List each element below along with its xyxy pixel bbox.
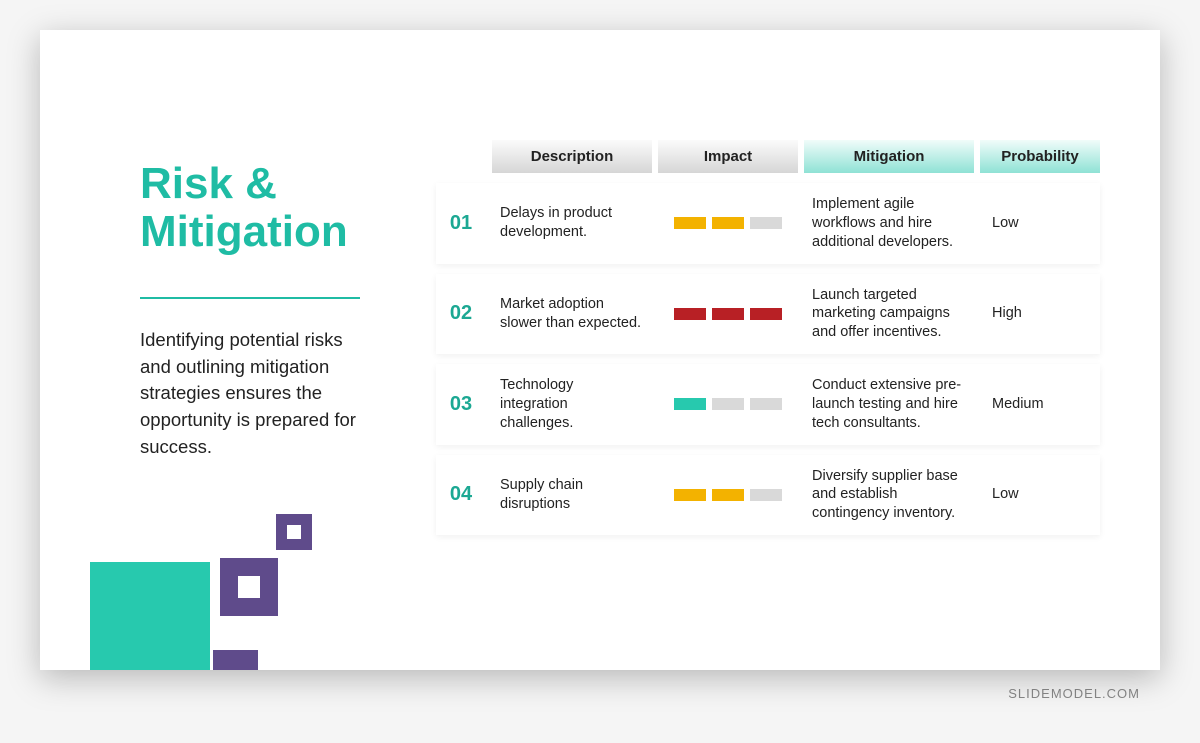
title-divider (140, 297, 360, 299)
watermark: SLIDEMODEL.COM (40, 670, 1160, 701)
slide-title: Risk & Mitigation (140, 160, 366, 257)
risk-table: Description Impact Mitigation Probabilit… (436, 140, 1100, 535)
impact-bar (750, 398, 782, 410)
row-number: 04 (436, 483, 486, 506)
table-row: 03 Technology integration challenges. Cond… (436, 364, 1100, 445)
right-panel: Description Impact Mitigation Probabilit… (396, 30, 1160, 670)
impact-bar (674, 217, 706, 229)
title-line-2: Mitigation (140, 207, 348, 256)
decor-square-bottom (213, 650, 258, 670)
impact-bar (750, 308, 782, 320)
header-impact: Impact (658, 140, 798, 173)
impact-bar (750, 217, 782, 229)
row-description: Market adoption slower than expected. (492, 295, 652, 333)
slide: Risk & Mitigation Identifying potential … (40, 30, 1160, 670)
impact-bar (674, 489, 706, 501)
table-row: 04 Supply chain disruptions Diversify supp… (436, 455, 1100, 536)
header-mitigation: Mitigation (804, 140, 974, 173)
impact-bar (674, 398, 706, 410)
impact-bar (750, 489, 782, 501)
header-description: Description (492, 140, 652, 173)
row-mitigation: Conduct extensive pre-launch testing and… (804, 376, 974, 433)
decor-square-large (90, 562, 210, 670)
impact-bar (674, 308, 706, 320)
decor-square-medium (220, 558, 278, 616)
row-impact (658, 398, 798, 410)
row-mitigation: Launch targeted marketing campaigns and … (804, 286, 974, 343)
row-probability: Low (980, 214, 1100, 233)
row-mitigation: Diversify supplier base and establish co… (804, 467, 974, 524)
decor-square-small (276, 514, 312, 550)
impact-bar (712, 308, 744, 320)
table-header-row: Description Impact Mitigation Probabilit… (436, 140, 1100, 173)
row-impact (658, 217, 798, 229)
left-panel: Risk & Mitigation Identifying potential … (40, 30, 396, 670)
row-number: 02 (436, 302, 486, 325)
table-row: 01 Delays in product development. Implemen… (436, 183, 1100, 264)
row-description: Technology integration challenges. (492, 376, 652, 433)
header-blank (436, 140, 486, 173)
slide-subtitle: Identifying potential risks and outlinin… (140, 327, 366, 461)
row-number: 01 (436, 212, 486, 235)
table-row: 02 Market adoption slower than expected. L… (436, 274, 1100, 355)
row-probability: Medium (980, 395, 1100, 414)
row-probability: High (980, 304, 1100, 323)
row-description: Delays in product development. (492, 204, 652, 242)
row-impact (658, 489, 798, 501)
impact-bar (712, 489, 744, 501)
title-line-1: Risk & (140, 159, 277, 208)
row-number: 03 (436, 393, 486, 416)
impact-bar (712, 217, 744, 229)
row-impact (658, 308, 798, 320)
header-probability: Probability (980, 140, 1100, 173)
row-description: Supply chain disruptions (492, 476, 652, 514)
row-mitigation: Implement agile workflows and hire addit… (804, 195, 974, 252)
row-probability: Low (980, 485, 1100, 504)
impact-bar (712, 398, 744, 410)
